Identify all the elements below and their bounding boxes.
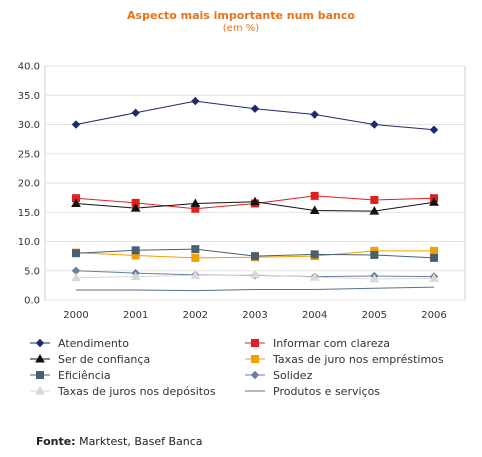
- data-point: [190, 270, 201, 279]
- data-point: [130, 271, 141, 281]
- y-tick-label: 0.0: [24, 296, 40, 307]
- source-text: Marktest, Basef Banca: [75, 435, 203, 448]
- x-tick-label: 2000: [63, 310, 88, 321]
- data-point: [71, 272, 81, 282]
- source-label: Fonte:: [36, 435, 76, 448]
- data-point: [429, 273, 439, 282]
- legend-label: Eficiência: [58, 369, 111, 382]
- legend-swatch-marker: [36, 371, 44, 379]
- data-point: [131, 246, 140, 255]
- data-point: [310, 250, 319, 259]
- y-tick-label: 35.0: [18, 91, 40, 102]
- source-note: Fonte: Marktest, Basef Banca: [36, 435, 203, 448]
- legend-swatch-marker: [250, 370, 260, 380]
- x-tick-label: 2005: [362, 310, 387, 321]
- data-point: [131, 108, 140, 118]
- legend-swatch-marker: [35, 385, 45, 395]
- data-point: [191, 96, 200, 106]
- y-tick-label: 15.0: [18, 208, 40, 219]
- legend-label: Taxas de juros nos depósitos: [57, 385, 216, 398]
- data-point: [310, 191, 319, 200]
- y-tick-label: 40.0: [18, 62, 40, 73]
- x-tick-label: 2001: [123, 310, 148, 321]
- y-tick-label: 30.0: [18, 120, 40, 131]
- data-point: [250, 269, 260, 279]
- data-point: [429, 125, 439, 134]
- data-point: [190, 198, 201, 207]
- data-point: [370, 250, 379, 259]
- data-point: [369, 273, 380, 283]
- legend-swatch-marker: [35, 338, 45, 348]
- y-tick-label: 10.0: [18, 237, 40, 248]
- data-point: [430, 246, 438, 255]
- data-point: [309, 205, 320, 214]
- data-point: [369, 206, 380, 215]
- x-tick-label: 2006: [421, 310, 446, 321]
- x-tick-label: 2004: [302, 310, 327, 321]
- data-point: [370, 195, 379, 204]
- data-point: [191, 253, 200, 262]
- data-point: [429, 197, 439, 206]
- legend-swatch-marker: [251, 355, 259, 363]
- legend-label: Taxas de juro nos empréstimos: [272, 353, 444, 366]
- series-line: [76, 286, 435, 292]
- data-point: [130, 203, 141, 212]
- data-point: [71, 198, 81, 207]
- data-point: [191, 245, 200, 254]
- y-tick-label: 25.0: [18, 149, 40, 160]
- legend-label: Ser de confiança: [58, 353, 150, 366]
- data-point: [71, 120, 81, 129]
- data-point: [370, 120, 379, 129]
- legend-label: Solidez: [273, 369, 313, 382]
- legend-swatch-marker: [35, 353, 45, 363]
- x-tick-label: 2002: [183, 310, 208, 321]
- legend-label: Informar com clareza: [273, 337, 390, 350]
- legend-label: Atendimento: [58, 337, 129, 350]
- legend-label: Produtos e serviços: [273, 385, 380, 398]
- data-point: [251, 252, 259, 261]
- data-point: [309, 272, 320, 281]
- legend-swatch-marker: [251, 339, 259, 347]
- data-point: [250, 104, 260, 113]
- chart-title: Aspecto mais importante num banco: [127, 9, 355, 22]
- data-point: [430, 253, 438, 262]
- data-point: [72, 249, 80, 258]
- chart-subtitle: (em %): [222, 23, 260, 34]
- y-tick-label: 5.0: [24, 266, 40, 277]
- data-point: [250, 196, 260, 206]
- data-point: [310, 110, 319, 119]
- x-tick-label: 2003: [242, 310, 267, 321]
- y-tick-label: 20.0: [18, 179, 40, 190]
